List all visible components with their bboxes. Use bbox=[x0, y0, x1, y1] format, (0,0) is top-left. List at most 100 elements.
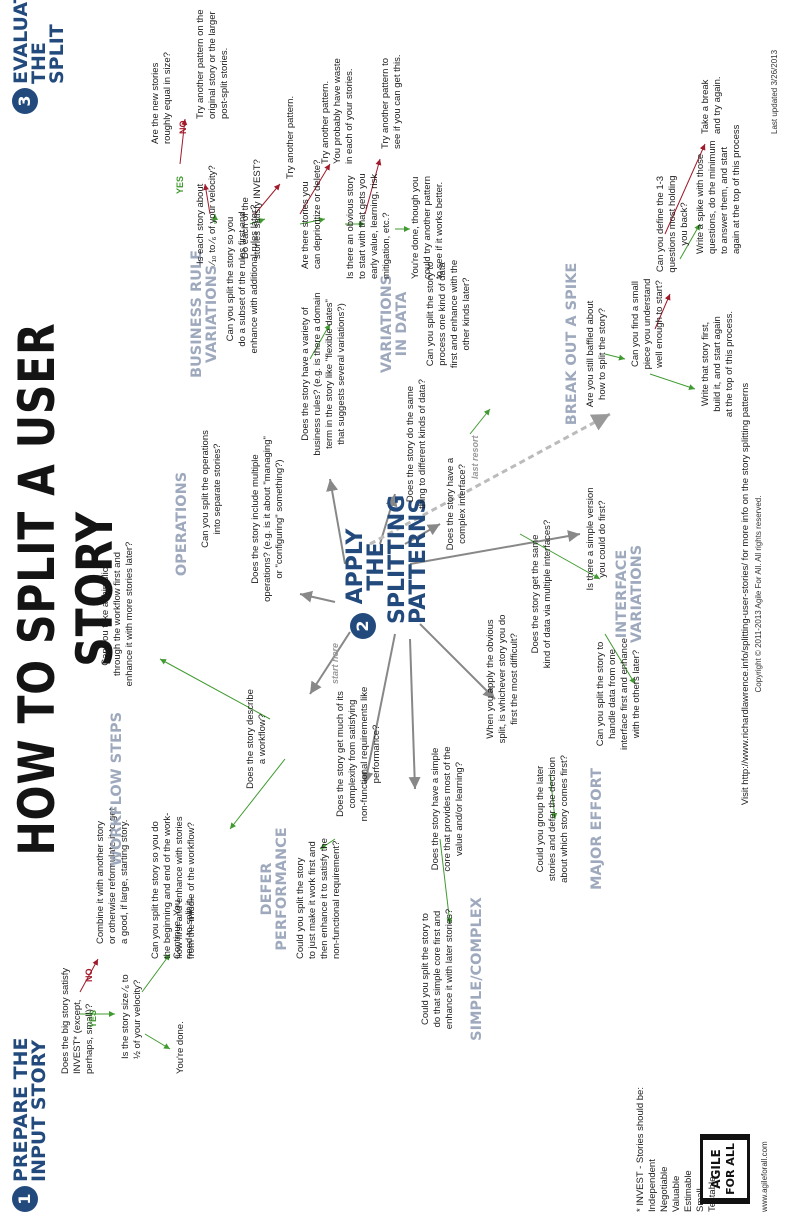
spike-a1-arrow bbox=[649, 373, 696, 390]
business-name-line2: VARIATIONS bbox=[204, 264, 220, 364]
interface-q1-line1: Does the story have a bbox=[445, 457, 456, 551]
effort-q-line3: first the most difficult? bbox=[509, 633, 520, 725]
interface-a2-line4: with the others later? bbox=[631, 649, 642, 739]
s3-a3-arrow bbox=[254, 183, 281, 215]
interface-q1-line2: complex interface? bbox=[457, 464, 468, 544]
s1-q1-line1: Does the big story satisfy bbox=[60, 967, 71, 1074]
effort-arrow bbox=[549, 773, 558, 820]
interface-a2-arrow bbox=[604, 633, 636, 685]
s3-a4-line3: in each of your stories. bbox=[344, 68, 355, 164]
s1-no-arrow bbox=[79, 958, 99, 993]
interface-q2-line2: kind of data via multiple interfaces? bbox=[542, 519, 553, 669]
s3-answer1: Try another pattern on the original stor… bbox=[195, 0, 231, 120]
s3-q1-arrow bbox=[203, 183, 211, 215]
workflow-a1-arrow bbox=[229, 758, 286, 830]
s3-no-label: NO bbox=[178, 120, 188, 135]
operations-q-line1: Does the story include multiple bbox=[250, 454, 261, 584]
footer-visit-link[interactable]: Visit http://www.richardlawrence.info/sp… bbox=[740, 382, 751, 806]
interface-q2-line1: Does the story get the same bbox=[530, 534, 541, 654]
pattern-operations: OPERATIONS bbox=[174, 471, 190, 577]
spoke-workflow bbox=[309, 631, 351, 695]
effort-a-line1: Could you group the later bbox=[535, 765, 546, 873]
last-resort-label: last resort bbox=[470, 435, 480, 479]
workflow-a1-line3: flow first and enhance with stories bbox=[174, 816, 185, 959]
data-a-line4: other kinds later? bbox=[461, 277, 472, 351]
effort-question: When you apply the obvious split, is whi… bbox=[485, 594, 521, 764]
defer-q-line1: Does the story get much of its bbox=[335, 691, 346, 817]
interface-answer1: Is there a simple version you could do f… bbox=[585, 474, 609, 604]
workflow-a1-line4: from the middle of the workflow? bbox=[186, 822, 197, 959]
spike-q-line2: how to split the story? bbox=[597, 308, 608, 400]
spike-question3: Can you define the 1-3 questions most ho… bbox=[655, 159, 691, 289]
spike-a3-line1: Take a break bbox=[700, 79, 711, 134]
invest-item: Independent bbox=[647, 1159, 658, 1212]
spike-q3-line3: you back? bbox=[679, 202, 690, 246]
pattern-business-rule-variations: BUSINESS RULE VARIATIONS bbox=[189, 244, 220, 384]
operations-a-line2: into separate stories? bbox=[212, 443, 223, 535]
spike-q3-line1: Can you define the 1-3 bbox=[655, 175, 666, 273]
pattern-workflow-steps: WORKFLOW STEPS bbox=[109, 711, 125, 867]
apply-line1: APPLY THE bbox=[343, 528, 389, 605]
s1-done: You're done. bbox=[175, 1021, 186, 1074]
business-q-line3: term in the story like "flexible dates" bbox=[324, 299, 335, 449]
business-arrow bbox=[309, 323, 331, 360]
s3-question2: Is each story about ⁄₁₀ to ⁄₆ of your ve… bbox=[195, 134, 219, 264]
s3-a1-line3: post-split stories. bbox=[219, 47, 230, 119]
s3-a4-arrow bbox=[299, 163, 331, 215]
s3-q2-line2: ⁄₁₀ to ⁄₆ of your velocity? bbox=[207, 165, 218, 264]
workflow-a2-line3: enhance it with more stories later? bbox=[124, 541, 135, 687]
defer-a-line2: to just make it work first and bbox=[307, 841, 318, 959]
spike-q3-line2: questions most holding bbox=[667, 175, 678, 273]
simple-a-line3: enhance it with later stories? bbox=[444, 908, 455, 1030]
operations-a-line1: Can you split the operations bbox=[200, 430, 211, 548]
spike-q2-line1: Can you find a small bbox=[630, 280, 641, 368]
data-name-line1: VARIATIONS bbox=[379, 274, 395, 374]
spike-a2-line4: again at the top of this process bbox=[731, 124, 742, 254]
section3-title-line2: THE SPLIT bbox=[28, 24, 68, 84]
s1-question2: Is the story size ⁄₆ to ½ of your veloci… bbox=[120, 949, 144, 1059]
s3-done-line2: could try another pattern bbox=[422, 176, 433, 279]
invest-item: Negotiable bbox=[659, 1166, 670, 1212]
interface-question2: Does the story get the same kind of data… bbox=[530, 504, 554, 684]
s3-a4-line1: Try another pattern. bbox=[320, 80, 331, 164]
step-3-badge: 3 bbox=[12, 88, 38, 114]
simple-question: Does the story have a simple core that p… bbox=[430, 724, 466, 894]
pattern-defer-performance: DEFER PERFORMANCE bbox=[259, 824, 290, 954]
operations-answer: Can you split the operations into separa… bbox=[200, 419, 224, 559]
spoke-simple bbox=[408, 638, 421, 790]
logo-line1: AGILE bbox=[709, 1149, 723, 1189]
s3-a5-line2: see if you can get this. bbox=[392, 54, 403, 149]
s1-done-arrow bbox=[144, 1033, 171, 1050]
s1-continue-arrow bbox=[141, 953, 171, 993]
data-arrow bbox=[469, 408, 491, 435]
spoke-business bbox=[326, 478, 346, 565]
workflow-a2-line1: Can you take a thin slice bbox=[100, 562, 111, 666]
spike-q3-arrow bbox=[654, 293, 671, 330]
defer-q-line2: complexity from satisfying bbox=[347, 699, 358, 809]
pattern-major-effort: MAJOR EFFORT bbox=[589, 767, 605, 891]
defer-question: Does the story get much of its complexit… bbox=[335, 669, 383, 839]
spike-a1-line3: at the top of this process. bbox=[724, 310, 735, 418]
business-question: Does the story have a variety of busines… bbox=[300, 274, 348, 474]
defer-name-line1: DEFER bbox=[259, 862, 275, 916]
spike-q-line1: Are you still baffled about bbox=[585, 300, 596, 408]
workflow-a2-line2: through the workflow first and bbox=[112, 551, 123, 677]
brand-url[interactable]: www.agileforall.com bbox=[760, 1141, 769, 1212]
section3-title: EVALUATE THE SPLIT bbox=[10, 0, 68, 84]
s3-question5: Is there an obvious story to start with … bbox=[345, 149, 393, 279]
s3-answer3: Try another pattern. bbox=[285, 95, 296, 179]
simple-q-line2: core that provides most of the bbox=[442, 746, 453, 872]
s1-q2-line2: ½ of your velocity? bbox=[132, 979, 143, 1059]
s3-a4-line2: You probably have waste bbox=[332, 58, 343, 164]
data-q-line2: thing to different kinds of data? bbox=[417, 379, 428, 509]
operations-q-line2: operations? (e.g. is it about "managing" bbox=[262, 436, 273, 602]
interface-a1-line1: Is there a simple version bbox=[585, 487, 596, 591]
spike-a1-line1: Write that story first, bbox=[700, 321, 711, 407]
spoke-complex-ui bbox=[404, 523, 441, 545]
spoke-effort bbox=[419, 623, 496, 700]
invest-item: Estimable bbox=[683, 1170, 694, 1212]
s3-q2-line1: Is each story about bbox=[195, 183, 206, 264]
effort-a-line3: about which story comes first? bbox=[559, 755, 570, 883]
invest-heading: * INVEST - Stories should be: bbox=[635, 1087, 646, 1212]
